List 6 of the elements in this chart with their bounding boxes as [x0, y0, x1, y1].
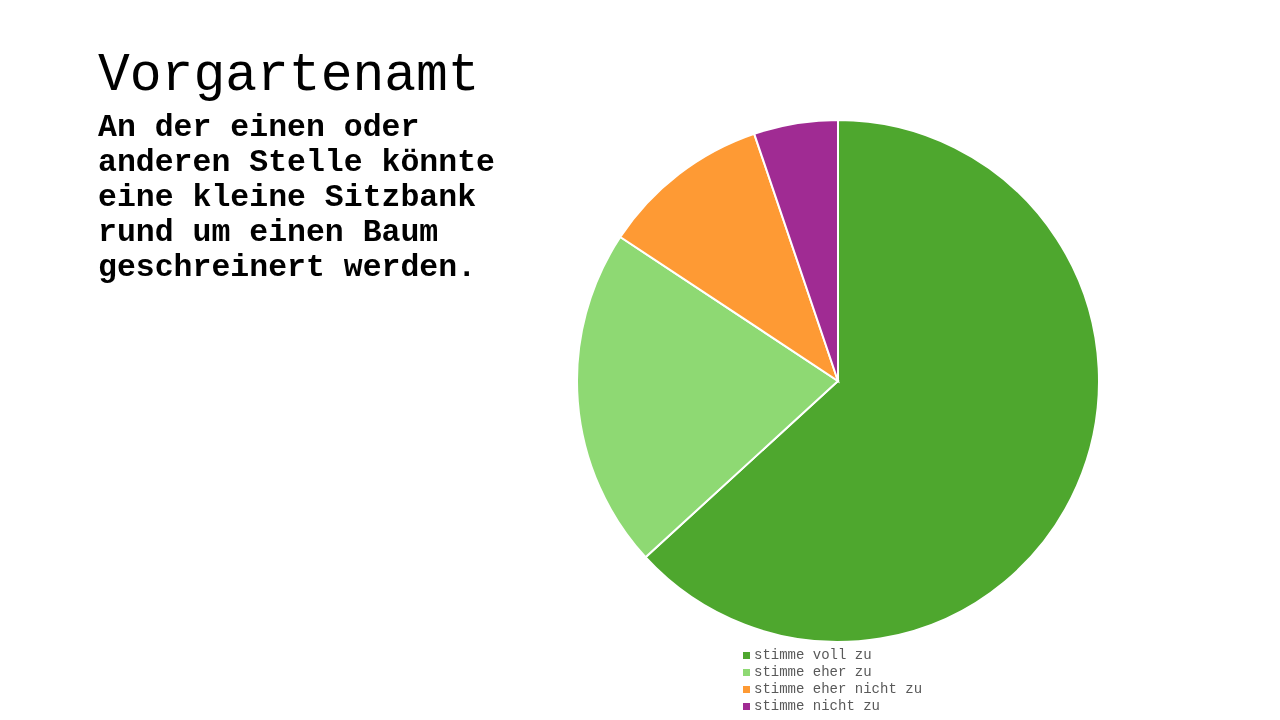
- legend-label: stimme eher zu: [754, 664, 872, 680]
- legend-label: stimme voll zu: [754, 647, 872, 663]
- chart-title: Vorgartenamt: [98, 46, 480, 106]
- legend-label: stimme nicht zu: [754, 698, 881, 714]
- text: An der einen oder anderen Stelle könnte eine kleine Sitzbank rund um einen Baum geschreinert werden.: [98, 110, 496, 285]
- legend-label: stimme eher nicht zu: [754, 681, 923, 697]
